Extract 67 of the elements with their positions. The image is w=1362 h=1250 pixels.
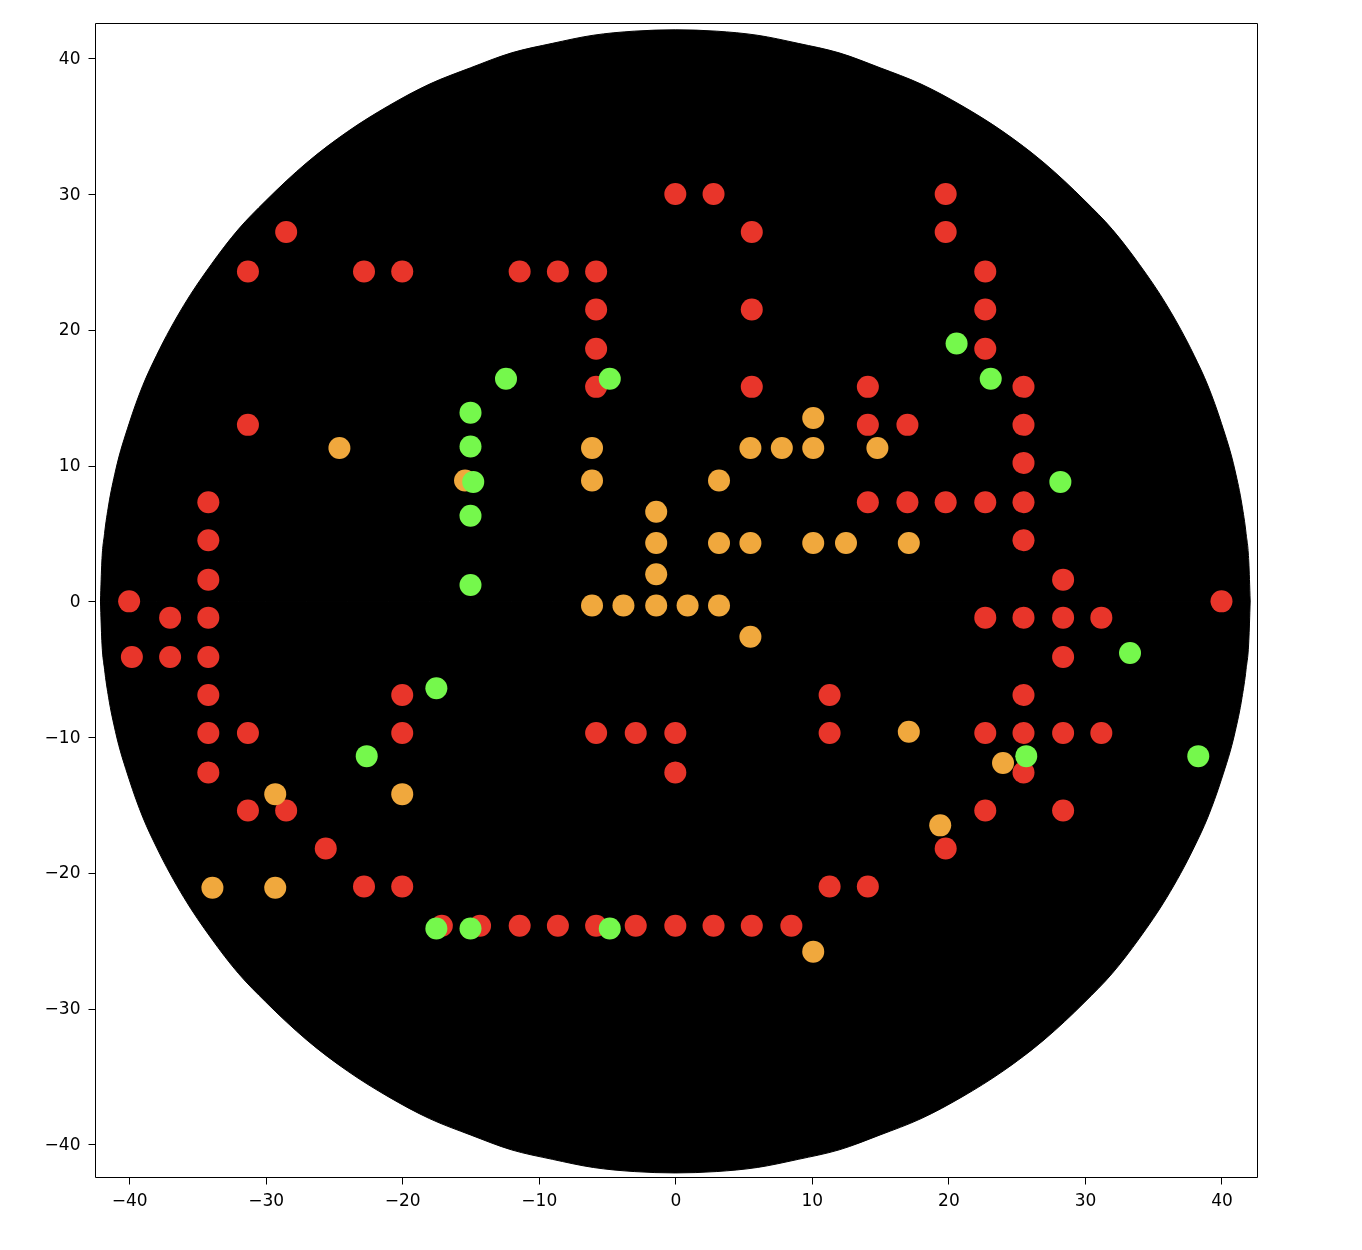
- y-tick-label: 10: [58, 455, 81, 476]
- point: [612, 594, 635, 617]
- point: [866, 436, 889, 459]
- point: [1119, 641, 1142, 664]
- point: [739, 532, 762, 554]
- point: [645, 500, 668, 523]
- point: [1187, 745, 1210, 768]
- point: [459, 504, 482, 527]
- point: [770, 436, 793, 459]
- point: [708, 594, 731, 617]
- y-tick-label: 20: [58, 319, 81, 340]
- y-tick-label: −10: [44, 726, 81, 747]
- point: [802, 940, 825, 963]
- x-tick-label: −10: [521, 1189, 558, 1210]
- point: [459, 574, 482, 597]
- point: [355, 745, 378, 768]
- point: [459, 401, 482, 424]
- point: [391, 783, 414, 806]
- point: [802, 407, 825, 430]
- point: [581, 469, 604, 492]
- y-tick-label: 30: [58, 183, 81, 204]
- point: [1015, 745, 1038, 768]
- point: [645, 563, 668, 586]
- y-tick-label: 0: [69, 590, 81, 611]
- point: [425, 917, 448, 940]
- x-tick-label: −30: [248, 1189, 285, 1210]
- point: [897, 720, 920, 743]
- point: [462, 470, 485, 493]
- x-tick-label: 10: [801, 1189, 824, 1210]
- x-tick-label: 30: [1074, 1189, 1097, 1210]
- x-tick-label: 20: [938, 1189, 960, 1210]
- point: [598, 917, 621, 940]
- point: [264, 876, 287, 899]
- point: [581, 594, 604, 617]
- point: [835, 532, 857, 554]
- point: [201, 876, 224, 899]
- point: [802, 532, 825, 554]
- point: [708, 532, 731, 554]
- point: [459, 917, 482, 940]
- point: [645, 594, 668, 617]
- point: [676, 594, 699, 617]
- x-tick-label: −40: [111, 1189, 148, 1210]
- point: [645, 532, 668, 554]
- x-tick-label: 40: [1211, 1189, 1233, 1210]
- point: [992, 751, 1015, 774]
- y-tick-label: −20: [44, 862, 81, 883]
- y-tick-label: 40: [58, 47, 81, 68]
- point: [708, 469, 731, 492]
- point: [459, 435, 482, 458]
- point: [328, 436, 351, 459]
- point: [945, 332, 968, 355]
- x-tick-label: −20: [384, 1189, 421, 1210]
- point: [1049, 470, 1072, 493]
- point: [929, 814, 952, 837]
- point: [739, 436, 762, 459]
- point: [264, 783, 287, 806]
- x-tick-label: 0: [670, 1189, 682, 1210]
- point: [897, 532, 920, 554]
- y-tick-label: −30: [44, 998, 81, 1019]
- point: [425, 677, 448, 700]
- point: [581, 436, 604, 459]
- point: [598, 367, 621, 390]
- point: [979, 367, 1002, 390]
- point: [739, 625, 762, 648]
- y-tick-label: −40: [44, 1133, 81, 1154]
- point: [495, 367, 517, 390]
- point: [802, 436, 825, 459]
